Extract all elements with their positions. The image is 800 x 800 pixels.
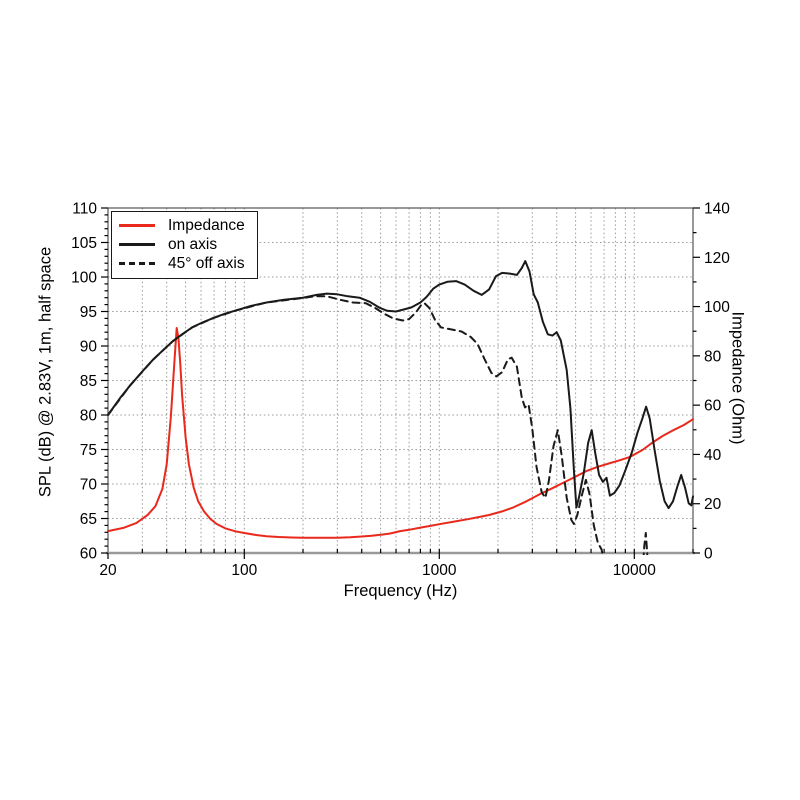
- curve-impedance: [107, 327, 694, 539]
- tick-label: 85: [80, 373, 97, 390]
- tick-label: 70: [80, 477, 98, 494]
- legend-entry-on-axis: on axis: [119, 235, 245, 254]
- tick-label: 60: [80, 546, 98, 563]
- impedance-line-sample: [119, 224, 155, 227]
- tick-label: 0: [704, 546, 713, 563]
- tick-label: 80: [80, 408, 98, 425]
- tick-label: 80: [704, 348, 722, 365]
- tick-label: 10000: [613, 562, 656, 579]
- legend: Impedance on axis 45° off axis: [111, 211, 258, 279]
- tick-label: 75: [80, 442, 97, 459]
- legend-entry-45-off-axis: 45° off axis: [119, 254, 245, 273]
- left-y-axis-title: SPL (dB) @ 2.83V, 1m, half space: [36, 246, 55, 498]
- axis-ticks: [101, 207, 700, 559]
- tick-label: 105: [71, 235, 97, 252]
- tick-label: 20: [704, 496, 722, 513]
- tick-label: 100: [231, 562, 257, 579]
- tick-label: 60: [704, 398, 722, 415]
- tick-label: 95: [80, 304, 97, 321]
- on-axis-line-sample: [119, 243, 155, 246]
- right-y-axis-title: Impedance (Ohm): [728, 311, 747, 445]
- data-curves: [107, 260, 694, 555]
- tick-label: 100: [71, 270, 97, 287]
- tick-label: 120: [704, 250, 730, 267]
- legend-label: on axis: [168, 236, 218, 253]
- curve-on-axis: [107, 260, 694, 510]
- legend-entry-impedance: Impedance: [119, 216, 245, 235]
- curve-45-off-axis: [107, 295, 649, 555]
- tick-label: 20: [99, 562, 117, 579]
- tick-label: 100: [704, 299, 730, 316]
- tick-label: 65: [80, 511, 97, 528]
- axis-tick-labels: 20 100 1000 10000 60 65 70 75 80 85 90 95 100 105 110 0…: [71, 201, 730, 580]
- tick-label: 90: [80, 339, 98, 356]
- tick-label: 110: [72, 201, 97, 218]
- legend-label: Impedance: [168, 217, 245, 234]
- tick-label: 40: [704, 447, 722, 464]
- x-axis-title: Frequency (Hz): [343, 582, 458, 600]
- tick-label: 140: [704, 201, 730, 218]
- tick-label: 1000: [422, 562, 457, 579]
- legend-label: 45° off axis: [168, 255, 245, 272]
- off-axis-line-sample: [119, 262, 155, 265]
